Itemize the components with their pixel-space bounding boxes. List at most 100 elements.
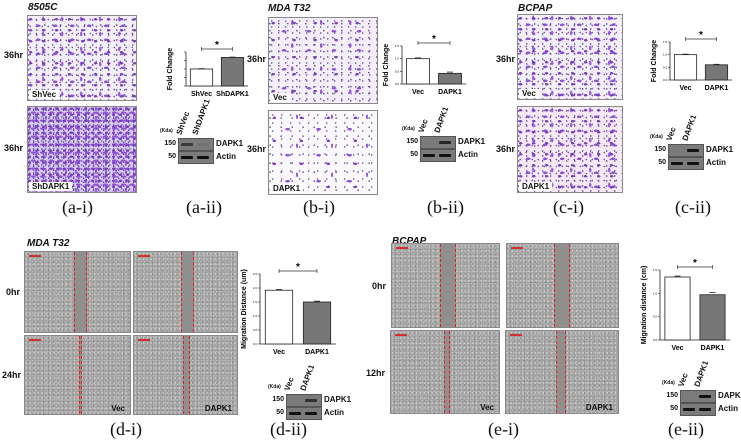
transwell-image: Vec [517, 14, 623, 100]
blot-strip [420, 149, 456, 162]
cell-line-label: BCPAP [392, 236, 427, 247]
blot-strip [680, 390, 716, 403]
bar-Vec [664, 276, 691, 341]
molecular-weight-marker: 150 [654, 146, 666, 153]
x-tick-label: Vec [273, 349, 285, 356]
lane-label: Vec [676, 371, 690, 388]
blot-strip [420, 136, 456, 149]
protein-band [181, 156, 193, 159]
molecular-weight-marker: 50 [276, 409, 284, 416]
molecular-weight-marker: 150 [406, 138, 418, 145]
protein-label: DAPK1 [216, 139, 244, 148]
image-label: ShVec [29, 90, 60, 99]
y-tick-label: 0.0 [253, 342, 258, 346]
y-tick-label: 0.5 [663, 65, 668, 69]
y-tick-label: 0.5 [653, 315, 658, 319]
lane-label: DAPK1 [680, 113, 699, 142]
image-label: Vec [270, 93, 290, 102]
time-label: 36hr [247, 144, 267, 154]
protein-band [181, 143, 193, 146]
kda-label: (Kda) [268, 384, 281, 390]
protein-band [671, 162, 683, 165]
molecular-weight-marker: 150 [164, 140, 176, 147]
x-tick-label: ShDAPK1 [216, 91, 249, 98]
blot-strip [178, 151, 214, 164]
bar-Vec [406, 58, 430, 85]
scratch-image [24, 251, 131, 333]
bar-chart-d-ii: Migration Distance (um) 0.0 0.5 1.0 1.5 2.0 2.… [241, 262, 336, 356]
image-label: DAPK1 [519, 182, 553, 191]
significance-marker: * [432, 34, 436, 45]
panel-caption: (b-ii) [427, 197, 464, 217]
time-label: 36hr [247, 54, 267, 64]
scratch-image: DAPK1 [133, 335, 238, 415]
scratch-image: Vec [24, 335, 131, 415]
y-tick-label: 0.5 [395, 69, 400, 73]
y-tick-label: 1.5 [253, 300, 258, 304]
y-axis-label: Migration Distance (um) [241, 269, 248, 349]
panel-caption: (c-i) [553, 197, 584, 217]
kda-label: (Kda) [662, 380, 675, 386]
lane-label: ShVec [174, 110, 192, 136]
protein-band [683, 408, 695, 411]
molecular-weight-marker: 150 [666, 392, 678, 399]
molecular-weight-marker: 50 [168, 153, 176, 160]
molecular-weight-marker: 50 [670, 405, 678, 412]
cell-line-label: MDA T32 [27, 238, 70, 249]
transwell-image: DAPK1 [517, 106, 623, 193]
protein-label: DAPK1 [706, 145, 734, 154]
protein-band [687, 149, 699, 152]
molecular-weight-marker: 50 [410, 151, 418, 158]
bar-chart-c-ii: Fold Change 0.0 0.5 1.0 1.5 Vec DAPK1 * [651, 30, 732, 92]
y-tick-label: 1.5 [395, 44, 400, 48]
protein-label: DAPK1 [458, 137, 486, 146]
time-label: 0hr [6, 287, 21, 297]
y-tick-label: 0.0 [395, 82, 400, 86]
image-label: ShDAPK1 [29, 182, 73, 191]
cell-line-label: 8505C [28, 2, 58, 13]
lane-label: Vec [282, 375, 296, 392]
x-tick-label: Vec [671, 345, 683, 352]
protein-band [305, 399, 317, 402]
protein-band [699, 395, 711, 398]
lane-label: DAPK1 [432, 105, 451, 134]
panel-caption: (c-ii) [675, 197, 711, 217]
blot-strip [286, 394, 322, 407]
kda-label: (Kda) [160, 128, 173, 134]
image-label: DAPK1 [204, 404, 232, 413]
cell-line-label: MDA T32 [268, 3, 311, 14]
y-tick-label: 1.0 [663, 53, 668, 57]
y-tick-label: 1.5 [663, 40, 668, 44]
protein-band [439, 154, 451, 157]
transwell-image: ShVec [27, 15, 137, 101]
y-tick-label: 0.0 [663, 78, 668, 82]
x-tick-label: Vec [412, 89, 424, 96]
panel-caption: (d-ii) [270, 419, 307, 439]
bar-DAPK1 [699, 294, 726, 341]
scratch-image: DAPK1 [505, 330, 619, 414]
scratch-image [506, 243, 619, 328]
time-label: 0hr [372, 281, 387, 291]
bar-chart-e-ii: Migration distance (cm) 0.0 0.5 1.0 1.5 Vec DA… [641, 258, 730, 352]
kda-label: (Kda) [650, 134, 663, 140]
panel-caption: (d-i) [110, 419, 142, 439]
y-axis-label: Fold Change [167, 48, 174, 90]
image-label: DAPK1 [585, 403, 613, 412]
x-tick-label: DAPK1 [705, 85, 729, 92]
y-tick-label: 1.0 [253, 314, 258, 318]
y-tick-label: 2.5 [253, 272, 258, 276]
time-label: 12hr [366, 368, 386, 378]
panel-caption: (e-ii) [668, 419, 704, 439]
x-tick-label: ShVec [191, 91, 212, 98]
molecular-weight-marker: 50 [658, 159, 666, 166]
significance-marker: * [296, 262, 300, 273]
y-axis-label: Migration distance (cm) [641, 266, 648, 345]
y-axis-label: Fold Change [383, 44, 390, 86]
image-label: Vec [480, 403, 494, 412]
bar-Vec [673, 54, 698, 81]
blot-strip [668, 144, 704, 157]
bar-ShVec [189, 68, 214, 87]
